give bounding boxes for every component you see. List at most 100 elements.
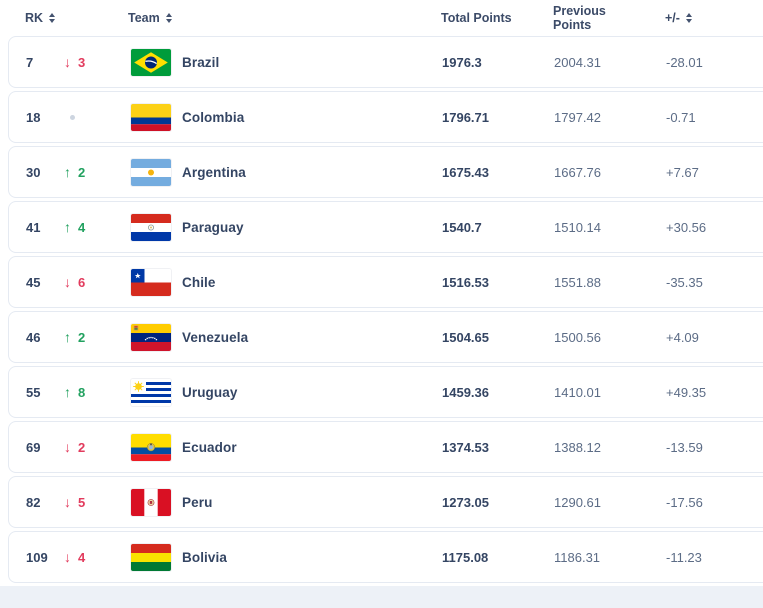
- table-row[interactable]: 18 Colombia 1796.71 1797.42 -0.71: [8, 91, 763, 143]
- team-name[interactable]: Bolivia: [182, 549, 227, 565]
- rank-down-arrow-icon: ↓: [64, 549, 71, 565]
- team-cell[interactable]: Peru: [114, 488, 425, 516]
- rank-value: 18: [26, 109, 41, 125]
- total-points-value: 1675.43: [442, 164, 489, 180]
- rank-value: 55: [26, 384, 41, 400]
- total-points-value: 1504.65: [442, 329, 489, 345]
- rank-value: 69: [26, 439, 41, 455]
- previous-points-value: 1290.61: [554, 494, 601, 510]
- movement-value: 6: [78, 274, 86, 290]
- team-cell[interactable]: Venezuela: [114, 323, 425, 351]
- team-name[interactable]: Paraguay: [182, 219, 244, 235]
- rank-movement: ↓ 5: [57, 495, 114, 510]
- table-row[interactable]: 45 ↓ 6 Chile 1516.53 1551.88 -35.35: [8, 256, 763, 308]
- movement-value: 8: [78, 384, 86, 400]
- rank-down-arrow-icon: ↓: [64, 274, 71, 290]
- previous-points-value: 2004.31: [554, 54, 601, 70]
- points-diff-value: +49.35: [666, 384, 707, 400]
- table-row[interactable]: 30 ↑ 2 Argentina 1675.43 1667.76 +7.67: [8, 146, 763, 198]
- total-points-value: 1540.7: [442, 219, 482, 235]
- table-row[interactable]: 7 ↓ 3 Brazil 1976.3 2004.31 -28.01: [8, 36, 763, 88]
- table-row[interactable]: 46 ↑ 2 Venezuela 1504.65 1500.56 +4.09: [8, 311, 763, 363]
- points-diff-value: -11.23: [666, 549, 702, 565]
- team-name[interactable]: Peru: [182, 494, 213, 510]
- team-name[interactable]: Venezuela: [182, 329, 249, 345]
- rank-value: 82: [26, 494, 41, 510]
- team-name[interactable]: Ecuador: [182, 439, 237, 455]
- rank-movement: ↓ 6: [57, 275, 114, 290]
- rank-value: 45: [26, 274, 41, 290]
- points-diff-value: -0.71: [666, 109, 696, 125]
- movement-value: 4: [78, 549, 86, 565]
- points-diff-value: +4.09: [666, 329, 699, 345]
- column-header-rank-label: RK: [25, 11, 44, 25]
- uruguay-flag-icon: [131, 378, 171, 406]
- points-diff-value: -17.56: [666, 494, 703, 510]
- table-row[interactable]: 82 ↓ 5 Peru 1273.05 1290.61 -17.56: [8, 476, 763, 528]
- rank-up-arrow-icon: ↑: [64, 164, 71, 180]
- points-diff-value: +7.67: [666, 164, 699, 180]
- movement-value: 5: [78, 494, 86, 510]
- team-cell[interactable]: Uruguay: [114, 378, 425, 406]
- previous-points-value: 1410.01: [554, 384, 601, 400]
- rank-up-arrow-icon: ↑: [64, 384, 71, 400]
- footer-strip: [0, 586, 763, 608]
- rank-movement: ↓ 3: [57, 55, 114, 70]
- team-cell[interactable]: Bolivia: [114, 543, 425, 571]
- colombia-flag-icon: [131, 103, 171, 131]
- movement-value: 2: [78, 439, 86, 455]
- rank-up-arrow-icon: ↑: [64, 219, 71, 235]
- sort-icon[interactable]: [165, 13, 172, 23]
- rank-value: 109: [26, 549, 48, 565]
- movement-value: 2: [78, 164, 86, 180]
- previous-points-value: 1551.88: [554, 274, 601, 290]
- rank-down-arrow-icon: ↓: [64, 439, 71, 455]
- total-points-value: 1459.36: [442, 384, 489, 400]
- points-diff-value: +30.56: [666, 219, 707, 235]
- table-row[interactable]: 55 ↑ 8 Uruguay 1459.36 1410.01 +49.35: [8, 366, 763, 418]
- sort-icon[interactable]: [49, 13, 56, 23]
- rank-value: 46: [26, 329, 41, 345]
- movement-value: 2: [78, 329, 86, 345]
- column-header-diff[interactable]: +/-: [646, 11, 763, 25]
- table-row[interactable]: 109 ↓ 4 Bolivia 1175.08 1186.31 -11.23: [8, 531, 763, 583]
- team-cell[interactable]: Chile: [114, 268, 425, 296]
- points-diff-value: -28.01: [666, 54, 703, 70]
- column-header-team-label: Team: [128, 11, 160, 25]
- team-name[interactable]: Colombia: [182, 109, 245, 125]
- team-name[interactable]: Chile: [182, 274, 216, 290]
- points-diff-value: -13.59: [666, 439, 703, 455]
- column-header-team[interactable]: Team: [113, 11, 424, 25]
- total-points-value: 1374.53: [442, 439, 489, 455]
- previous-points-value: 1667.76: [554, 164, 601, 180]
- team-name[interactable]: Argentina: [182, 164, 246, 180]
- rank-value: 7: [26, 54, 34, 70]
- rank-down-arrow-icon: ↓: [64, 54, 71, 70]
- rank-movement: ↑ 2: [57, 330, 114, 345]
- total-points-value: 1273.05: [442, 494, 489, 510]
- previous-points-value: 1500.56: [554, 329, 601, 345]
- movement-value: 4: [78, 219, 86, 235]
- column-header-total-points-label: Total Points: [441, 11, 512, 25]
- team-cell[interactable]: Paraguay: [114, 213, 425, 241]
- rank-movement: ↓ 4: [57, 550, 114, 565]
- paraguay-flag-icon: [131, 213, 171, 241]
- venezuela-flag-icon: [131, 323, 171, 351]
- chile-flag-icon: [131, 268, 171, 296]
- bolivia-flag-icon: [131, 543, 171, 571]
- column-header-total-points: Total Points: [424, 11, 534, 25]
- sort-icon[interactable]: [685, 13, 692, 23]
- rank-movement: ↓ 2: [57, 440, 114, 455]
- table-row[interactable]: 69 ↓ 2 Ecuador 1374.53 1388.12 -13.59: [8, 421, 763, 473]
- team-cell[interactable]: Argentina: [114, 158, 425, 186]
- team-name[interactable]: Brazil: [182, 54, 220, 70]
- team-cell[interactable]: Brazil: [114, 48, 425, 76]
- column-header-rank[interactable]: RK: [8, 11, 56, 25]
- team-name[interactable]: Uruguay: [182, 384, 238, 400]
- team-cell[interactable]: Colombia: [114, 103, 425, 131]
- team-cell[interactable]: Ecuador: [114, 433, 425, 461]
- total-points-value: 1516.53: [442, 274, 489, 290]
- table-row[interactable]: 41 ↑ 4 Paraguay 1540.7 1510.14 +30.56: [8, 201, 763, 253]
- previous-points-value: 1510.14: [554, 219, 601, 235]
